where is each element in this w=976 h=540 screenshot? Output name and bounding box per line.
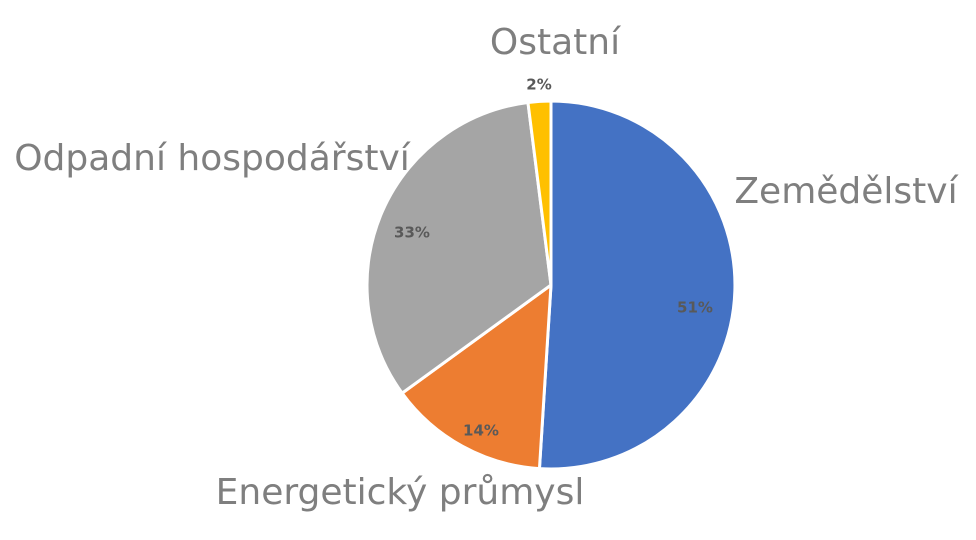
slice-percentage-label: 2% [526, 76, 551, 94]
slice-percentage-label: 14% [463, 422, 499, 440]
category-labels: Zemědělství Energetický průmysl Odpadní ho… [14, 22, 958, 513]
slice-category-label: Energetický průmysl [216, 472, 585, 513]
percentage-labels: 51% 14% 33% 2% [394, 76, 713, 440]
slice-category-label: Odpadní hospodářství [14, 138, 411, 179]
pie-slice [365, 100, 553, 395]
slice-percentage-label: 51% [677, 299, 713, 317]
pie-slice [400, 283, 553, 471]
pie-slice [526, 99, 553, 287]
slice-percentage-label: 33% [394, 224, 430, 242]
slice-category-label: Zemědělství [734, 171, 958, 212]
slice-category-label: Ostatní [490, 22, 621, 63]
pie-slices [365, 99, 737, 471]
pie-slice [537, 99, 737, 471]
